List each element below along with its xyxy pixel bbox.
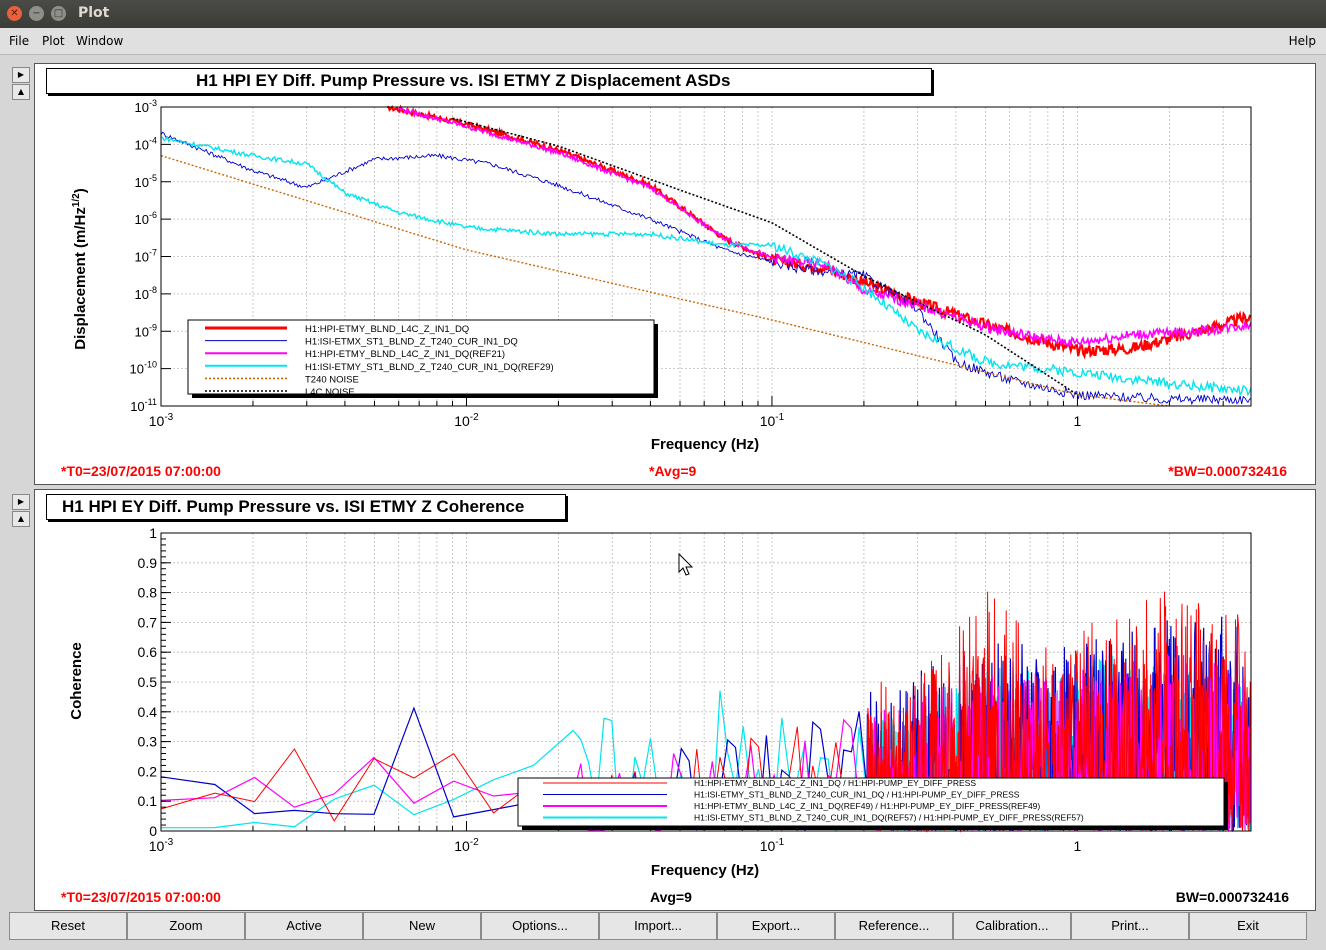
y-tick-label: 10-8 — [135, 285, 157, 302]
y-tick-label: 10-5 — [135, 173, 157, 190]
legend-label: H1:ISI-ETMY_ST1_BLND_Z_T240_CUR_IN1_DQ /… — [694, 790, 1020, 800]
new-button[interactable]: New — [363, 912, 481, 940]
window-titlebar: ✕ − □ Plot — [0, 0, 1326, 28]
y-tick-label: 0.1 — [138, 793, 158, 809]
asd-series-line — [160, 154, 1170, 407]
bottom-pad-collapse-button[interactable]: ▲ — [12, 511, 30, 527]
top-pad-collapse-button[interactable]: ▲ — [12, 84, 30, 100]
legend-label: T240 NOISE — [305, 374, 359, 385]
legend-label: H1:ISI-ETMY_ST1_BLND_Z_T240_CUR_IN1_DQ(R… — [694, 813, 1084, 823]
legend-label: H1:ISI-ETMX_ST1_BLND_Z_T240_CUR_IN1_DQ — [305, 337, 518, 348]
y-tick-label: 0.8 — [138, 585, 158, 601]
asd-bw-text: *BW=0.000732416 — [1168, 463, 1287, 479]
reset-button[interactable]: Reset — [9, 912, 127, 940]
y-tick-label: 0.3 — [138, 734, 158, 750]
legend-label: H1:HPI-ETMY_BLND_L4C_Z_IN1_DQ / H1:HPI-P… — [694, 778, 976, 788]
x-tick-label: 10-3 — [149, 412, 174, 429]
asd-chart: 10-3 10-2 10-1 110-1110-1010-910-810-710-61… — [61, 98, 1287, 479]
legend-box — [187, 319, 655, 395]
coherence-t0-text: *T0=23/07/2015 07:00:00 — [61, 889, 221, 905]
top-plot-title: H1 HPI EY Diff. Pump Pressure vs. ISI ET… — [196, 71, 731, 90]
asd-t0-text: *T0=23/07/2015 07:00:00 — [61, 463, 221, 479]
print-button[interactable]: Print... — [1071, 912, 1189, 940]
minimize-window-button[interactable]: − — [29, 6, 44, 21]
top-pad-expand-button[interactable]: ▶ — [12, 67, 30, 83]
x-tick-label: 10-1 — [760, 837, 785, 854]
coherence-legend: H1:HPI-ETMY_BLND_L4C_Z_IN1_DQ / H1:HPI-P… — [517, 777, 1228, 830]
asd-ticks: 10-3 10-2 10-1 110-1110-1010-910-810-710-61… — [130, 98, 1224, 429]
asd-xlabel: Frequency (Hz) — [651, 436, 759, 453]
reference-button[interactable]: Reference... — [835, 912, 953, 940]
menu-window[interactable]: Window — [76, 34, 124, 48]
close-window-button[interactable]: ✕ — [7, 6, 22, 21]
mouse-cursor-icon — [678, 552, 694, 576]
calibration-button[interactable]: Calibration... — [953, 912, 1071, 940]
y-tick-label: 10-6 — [135, 210, 157, 227]
menu-plot[interactable]: Plot — [42, 34, 65, 48]
asd-legend: H1:HPI-ETMY_BLND_L4C_Z_IN1_DQ H1:ISI-ETMX… — [187, 319, 658, 398]
coherence-ylabel: Coherence — [68, 642, 85, 720]
coherence-bw-text: BW=0.000732416 — [1176, 889, 1289, 905]
coherence-avg-text: Avg=9 — [650, 889, 692, 905]
coherence-xlabel: Frequency (Hz) — [651, 862, 759, 879]
top-plot-title-box: H1 HPI EY Diff. Pump Pressure vs. ISI ET… — [46, 68, 932, 94]
zoom-button[interactable]: Zoom — [127, 912, 245, 940]
y-tick-label: 10-10 — [130, 360, 157, 377]
exit-button[interactable]: Exit — [1189, 912, 1307, 940]
export-button[interactable]: Export... — [717, 912, 835, 940]
y-tick-label: 10-4 — [135, 135, 157, 152]
top-plot-pad[interactable]: H1 HPI EY Diff. Pump Pressure vs. ISI ET… — [34, 63, 1316, 485]
menu-bar: File Plot Window Help — [0, 28, 1326, 55]
y-tick-label: 10-11 — [130, 397, 157, 414]
x-tick-label: 10-2 — [454, 837, 479, 854]
x-tick-label: 10-1 — [760, 412, 785, 429]
legend-label: L4C NOISE — [305, 387, 355, 398]
y-tick-label: 0.2 — [138, 763, 158, 779]
y-tick-label: 0.6 — [138, 644, 158, 660]
x-tick-label: 1 — [1074, 838, 1082, 854]
legend-label: H1:HPI-ETMY_BLND_L4C_Z_IN1_DQ(REF49) / H… — [694, 801, 1040, 811]
y-tick-label: 10-9 — [135, 322, 157, 339]
options-button[interactable]: Options... — [481, 912, 599, 940]
active-button[interactable]: Active — [245, 912, 363, 940]
asd-series-line — [161, 135, 1252, 397]
menu-help[interactable]: Help — [1288, 34, 1316, 48]
x-tick-label: 10-3 — [149, 837, 174, 854]
asd-ylabel: Displacement (m/Hz1/2) — [71, 188, 89, 349]
legend-label: H1:HPI-ETMY_BLND_L4C_Z_IN1_DQ — [305, 324, 469, 335]
y-tick-label: 0.4 — [138, 704, 158, 720]
import-button[interactable]: Import... — [599, 912, 717, 940]
y-tick-label: 0.9 — [138, 555, 158, 571]
y-tick-label: 0.7 — [138, 614, 158, 630]
y-tick-label: 10-7 — [135, 248, 157, 265]
bottom-plot-title: H1 HPI EY Diff. Pump Pressure vs. ISI ET… — [62, 497, 525, 516]
y-tick-label: 0 — [149, 823, 157, 839]
maximize-window-button[interactable]: □ — [51, 6, 66, 21]
asd-series-line — [452, 117, 1078, 396]
x-tick-label: 10-2 — [454, 412, 479, 429]
legend-label: H1:HPI-ETMY_BLND_L4C_Z_IN1_DQ(REF21) — [305, 349, 505, 360]
asd-series — [160, 104, 1252, 407]
bottom-pad-expand-button[interactable]: ▶ — [12, 494, 30, 510]
y-tick-label: 1 — [149, 525, 157, 541]
bottom-plot-pad[interactable]: H1 HPI EY Diff. Pump Pressure vs. ISI ET… — [34, 489, 1316, 911]
x-tick-label: 1 — [1074, 413, 1082, 429]
bottom-plot-title-box: H1 HPI EY Diff. Pump Pressure vs. ISI ET… — [46, 494, 566, 520]
coherence-chart: 0 0.1 0.2 0.3 0.4 0.5 0.6 0.7 0.8 0.9 1 10-3 10-2 10-… — [61, 525, 1289, 905]
asd-series-line — [398, 106, 1252, 348]
button-bar: Reset Zoom Active New Options... Import.… — [0, 912, 1326, 950]
asd-avg-text: *Avg=9 — [649, 463, 697, 479]
y-tick-label: 10-3 — [135, 98, 157, 115]
asd-series-line — [160, 131, 1252, 406]
legend-label: H1:ISI-ETMY_ST1_BLND_Z_T240_CUR_IN1_DQ(R… — [305, 362, 554, 373]
menu-file[interactable]: File — [9, 34, 30, 48]
window-title: Plot — [78, 5, 110, 21]
y-tick-label: 0.5 — [138, 674, 158, 690]
